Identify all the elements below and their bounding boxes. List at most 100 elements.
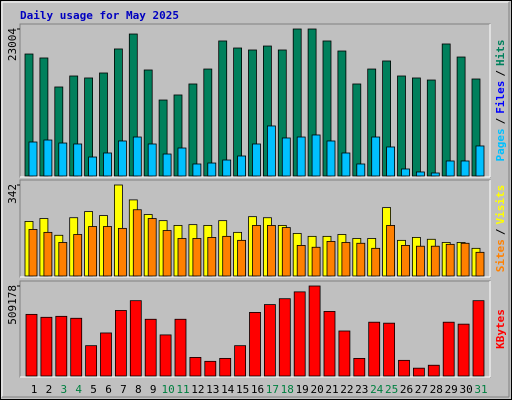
x-tick-label: 26: [400, 383, 413, 396]
bar: [147, 218, 157, 277]
bar: [58, 242, 68, 277]
bar: [475, 251, 485, 277]
bar: [427, 364, 440, 377]
bar: [88, 226, 97, 277]
x-tick-label: 3: [60, 383, 67, 396]
bar: [442, 321, 455, 377]
bar: [219, 357, 232, 377]
bar: [296, 245, 306, 277]
bar: [234, 345, 247, 377]
bar: [415, 245, 425, 277]
bar: [249, 312, 261, 377]
bar: [356, 163, 366, 177]
bar: [118, 140, 127, 177]
bar: [174, 318, 187, 377]
legend: Pages / Files / Hits: [494, 40, 507, 162]
bar: [189, 357, 202, 377]
bar: [341, 152, 351, 177]
x-tick-label: 8: [135, 383, 142, 396]
bar: [460, 242, 470, 277]
x-tick-label: 22: [340, 383, 353, 396]
x-tick-label: 12: [191, 383, 204, 396]
x-tick-label: 2: [46, 383, 53, 396]
x-tick-label: 11: [176, 383, 189, 396]
bar: [415, 171, 425, 177]
bar: [252, 225, 261, 277]
bar: [308, 285, 321, 377]
x-tick-label: 19: [296, 383, 309, 396]
bar: [222, 235, 232, 277]
bar: [397, 75, 406, 177]
bar: [85, 345, 97, 377]
bar: [192, 238, 202, 277]
bar: [278, 298, 291, 377]
bar: [204, 360, 217, 377]
bar: [460, 160, 470, 177]
legend: Sites / Visits: [494, 185, 507, 273]
x-tick-label: 14: [221, 383, 235, 396]
bar: [353, 357, 366, 377]
bar: [118, 227, 127, 277]
bar: [371, 247, 381, 277]
x-tick-label: 29: [445, 383, 458, 396]
bar: [368, 321, 381, 377]
bar: [338, 330, 351, 377]
bar: [441, 43, 451, 177]
bar: [411, 77, 421, 177]
x-tick-label: 23: [355, 383, 368, 396]
bar: [326, 140, 336, 177]
legend-separator: /: [494, 70, 507, 77]
x-tick-label: 30: [459, 383, 472, 396]
bar: [445, 243, 455, 277]
bar: [457, 323, 470, 377]
legend-entry: Sites: [494, 239, 507, 272]
bar: [58, 142, 68, 177]
legend-separator: /: [494, 117, 507, 124]
bar: [356, 242, 366, 277]
bar: [129, 300, 142, 377]
bar: [28, 229, 38, 277]
bar: [266, 125, 276, 177]
legend-entry: Pages: [494, 128, 507, 161]
x-tick-label: 24: [370, 383, 384, 396]
bar: [445, 160, 455, 177]
bar: [73, 234, 83, 277]
bar: [177, 147, 187, 177]
x-tick-label: 18: [281, 383, 294, 396]
bar: [132, 209, 142, 277]
bar: [311, 134, 321, 177]
legend-separator: /: [494, 228, 507, 235]
y-tick-label: 509178: [6, 285, 19, 325]
legend-entry: KBytes: [494, 309, 507, 349]
bar: [281, 137, 291, 177]
bar: [266, 225, 276, 277]
bar: [263, 304, 276, 377]
chart-title: Daily usage for May 2025: [20, 9, 179, 22]
bar: [237, 239, 247, 277]
bar: [293, 291, 306, 377]
bar: [159, 334, 172, 377]
bar: [144, 318, 157, 377]
bar: [430, 245, 440, 277]
legend-entry: Files: [494, 81, 507, 114]
bar: [430, 172, 440, 177]
bar: [218, 40, 228, 177]
bar: [475, 145, 485, 177]
bar: [383, 322, 396, 377]
bar: [398, 359, 410, 377]
bar: [412, 367, 425, 377]
legend-entry: Visits: [494, 185, 507, 225]
bar: [207, 237, 217, 277]
x-tick-label: 16: [251, 383, 264, 396]
bar: [73, 143, 83, 177]
bar: [352, 83, 362, 177]
bar: [115, 310, 127, 377]
x-tick-label: 31: [474, 383, 487, 396]
x-tick-label: 25: [385, 383, 398, 396]
bar: [192, 163, 202, 177]
bar: [472, 300, 485, 377]
bar: [25, 313, 38, 377]
bar: [162, 153, 172, 177]
bar: [207, 162, 217, 177]
